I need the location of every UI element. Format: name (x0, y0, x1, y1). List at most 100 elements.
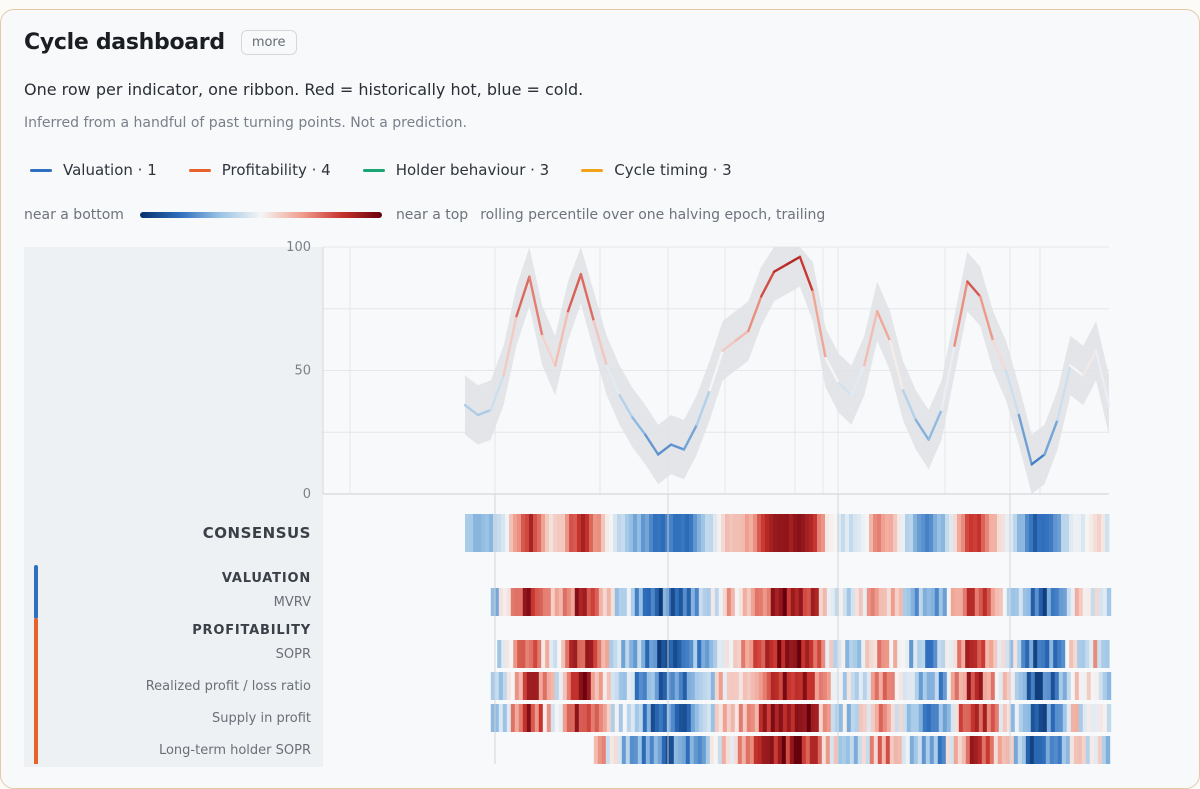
ribbon-stripe (1058, 588, 1064, 616)
legend-item-profitability[interactable]: Profitability · 4 (188, 161, 331, 179)
ribbon-stripe (705, 640, 710, 668)
ribbon-stripe (793, 640, 798, 668)
ribbon-stripe (825, 640, 830, 668)
ribbon-stripe (1049, 514, 1054, 552)
ribbon-stripe (997, 736, 1003, 764)
ribbon-stripe (958, 704, 964, 732)
ribbon-stripe (817, 514, 822, 552)
series-line-segment (888, 339, 905, 392)
ribbon-stripe (825, 736, 831, 764)
ribbon-stripe (617, 640, 622, 668)
ribbon-stripe (790, 704, 796, 732)
series-line-segment (1094, 349, 1111, 407)
ribbon-stripe (741, 514, 746, 552)
ribbon-stripe (757, 640, 762, 668)
ribbon-stripe (717, 736, 723, 764)
series-line-segment (528, 275, 544, 338)
ribbon-stripe (529, 514, 534, 552)
ribbon-stripe (934, 704, 940, 732)
ribbon-stripe (549, 514, 554, 552)
ribbon-stripe (1030, 672, 1036, 700)
ribbon-stripe (669, 640, 674, 668)
ribbon-stripe (729, 640, 734, 668)
ribbon-stripe (1046, 588, 1052, 616)
ribbon-stripe (1005, 514, 1010, 552)
ribbon-stripe (813, 736, 819, 764)
legend-label: Holder behaviour · 3 (395, 161, 550, 179)
ribbon-stripe (573, 514, 578, 552)
ribbon-stripe (1086, 588, 1092, 616)
ribbon-stripe (814, 704, 820, 732)
ribbon-stripe (769, 736, 775, 764)
ribbon-stripe (914, 672, 920, 700)
ribbon-stripe (1069, 514, 1074, 552)
ribbon-stripe (986, 704, 992, 732)
ribbon-stripe (826, 704, 832, 732)
ribbon-stripe (745, 736, 751, 764)
ribbon-stripe (838, 704, 844, 732)
ribbon-stripe (886, 588, 892, 616)
ribbon-stripe (721, 640, 726, 668)
series-line-segment (901, 389, 917, 422)
ribbon-stripe (738, 704, 744, 732)
ribbon-stripe (586, 588, 592, 616)
ribbon-stripe (1101, 514, 1106, 552)
ribbon-stripe (654, 672, 660, 700)
ribbon-stripe (697, 514, 702, 552)
ribbon-stripe (666, 588, 672, 616)
ribbon-stripe (605, 640, 610, 668)
ribbon-stripe (725, 514, 730, 552)
ribbon-stripe (698, 704, 704, 732)
ribbon-stripe (953, 736, 959, 764)
ribbon-stripe (1014, 672, 1020, 700)
ribbon-stripe (989, 514, 994, 552)
ribbon-stripe (837, 640, 842, 668)
ribbon-stripe (802, 588, 808, 616)
ribbon-stripe (709, 736, 715, 764)
ribbon-stripe (746, 704, 752, 732)
ribbon-stripe (501, 640, 506, 668)
series-line-segment (463, 403, 480, 417)
ribbon-stripe (822, 588, 828, 616)
ribbon-stripe (505, 514, 510, 552)
legend-item-valuation[interactable]: Valuation · 1 (30, 161, 157, 179)
ribbon-stripe (553, 640, 558, 668)
ribbon-stripe (993, 736, 999, 764)
ribbon-stripe (558, 588, 564, 616)
legend-item-cycle-timing[interactable]: Cycle timing · 3 (581, 161, 732, 179)
ribbon-stripe (610, 672, 616, 700)
ribbon-stripe (885, 640, 890, 668)
ribbon-stripe (786, 704, 792, 732)
ribbon-stripe (733, 514, 738, 552)
ribbon-stripe (749, 640, 754, 668)
ribbon-stripe (494, 588, 500, 616)
ribbon-stripe (978, 588, 984, 616)
ribbon-stripe (1105, 514, 1110, 552)
legend-item-holder-behaviour[interactable]: Holder behaviour · 3 (362, 161, 550, 179)
ribbon-stripe (850, 704, 856, 732)
ribbon-stripe (1050, 672, 1056, 700)
ribbon-stripe (770, 704, 776, 732)
ribbon-stripe (1037, 514, 1042, 552)
ribbon-stripe (790, 672, 796, 700)
ribbon-stripe (754, 588, 760, 616)
ribbon-stripe (1030, 704, 1036, 732)
ribbon-stripe (593, 736, 599, 764)
ribbon-stripe (801, 640, 806, 668)
series-line-segment (1043, 418, 1059, 456)
ribbon-stripe (1053, 514, 1058, 552)
ribbon-stripe (1026, 704, 1032, 732)
ribbon-stripe (882, 672, 888, 700)
y-tick-label: 50 (294, 364, 311, 379)
ribbon-stripe (1021, 640, 1026, 668)
ribbon-stripe (729, 514, 734, 552)
ribbon-stripe (533, 640, 538, 668)
ribbon-stripe (494, 704, 500, 732)
ribbon-stripe (994, 672, 1000, 700)
ribbon-stripe (545, 514, 550, 552)
ribbon-stripe (754, 704, 760, 732)
ribbon-stripe (906, 672, 912, 700)
ribbon-stripe (1001, 514, 1006, 552)
ribbon-stripe (778, 588, 784, 616)
more-button[interactable]: more (240, 30, 297, 55)
